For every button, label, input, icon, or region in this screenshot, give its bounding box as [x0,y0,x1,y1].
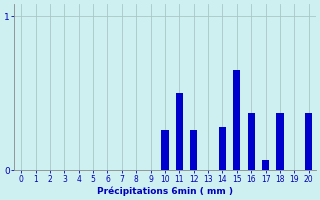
Bar [233,70,240,170]
Bar [161,130,169,170]
Bar [219,127,226,170]
Bar [305,113,312,170]
Bar [190,130,197,170]
Bar [176,93,183,170]
Bar [276,113,284,170]
Bar [248,113,255,170]
Bar [262,160,269,170]
X-axis label: Précipitations 6min ( mm ): Précipitations 6min ( mm ) [97,186,233,196]
